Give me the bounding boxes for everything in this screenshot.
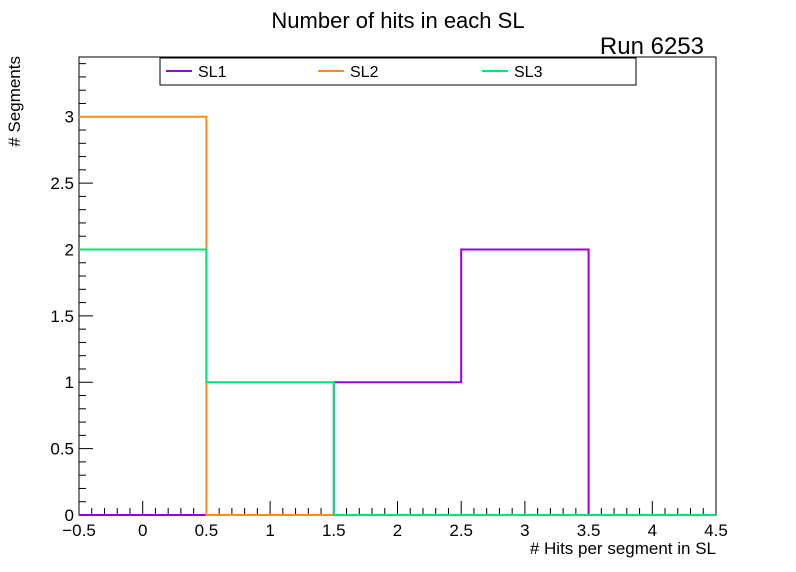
x-tick-label: 2 <box>393 521 402 540</box>
chart-title: Number of hits in each SL <box>271 8 524 33</box>
x-axis-label: # Hits per segment in SL <box>530 539 716 558</box>
x-tick-label: 3 <box>520 521 529 540</box>
x-tick-label: 4.5 <box>704 521 728 540</box>
y-tick-label: 0.5 <box>50 440 74 459</box>
y-axis-label: # Segments <box>5 56 24 147</box>
y-tick-label: 1.5 <box>50 307 74 326</box>
x-tick-label: 3.5 <box>577 521 601 540</box>
x-tick-label: 4 <box>648 521 657 540</box>
x-tick-label: 0 <box>138 521 147 540</box>
legend-label-sl1: SL1 <box>198 64 227 81</box>
y-tick-label: 1 <box>65 373 74 392</box>
x-tick-label: 0.5 <box>195 521 219 540</box>
x-tick-label: 1.5 <box>322 521 346 540</box>
y-tick-label: 2 <box>65 240 74 259</box>
x-tick-label: 2.5 <box>449 521 473 540</box>
legend-label-sl3: SL3 <box>514 64 543 81</box>
axis-ticks: −0.5 0 0.5 1 1.5 2 2.5 3 3.5 4 4.500.511.522.53 <box>50 63 728 540</box>
plot-frame <box>78 56 717 516</box>
x-tick-label: −0.5 <box>62 521 96 540</box>
series-line-sl1 <box>79 248 716 516</box>
run-label: Run 6253 <box>600 33 704 60</box>
series-line-sl2 <box>79 115 716 516</box>
series-layer <box>79 115 716 516</box>
legend-label-sl2: SL2 <box>350 64 379 81</box>
y-tick-label: 3 <box>65 108 74 127</box>
y-tick-label: 0 <box>65 506 74 525</box>
series-line-sl3 <box>79 248 716 516</box>
legend: SL1 SL2 SL3 <box>159 57 637 86</box>
y-tick-label: 2.5 <box>50 174 74 193</box>
legend-box <box>159 57 637 86</box>
x-tick-label: 1 <box>265 521 274 540</box>
